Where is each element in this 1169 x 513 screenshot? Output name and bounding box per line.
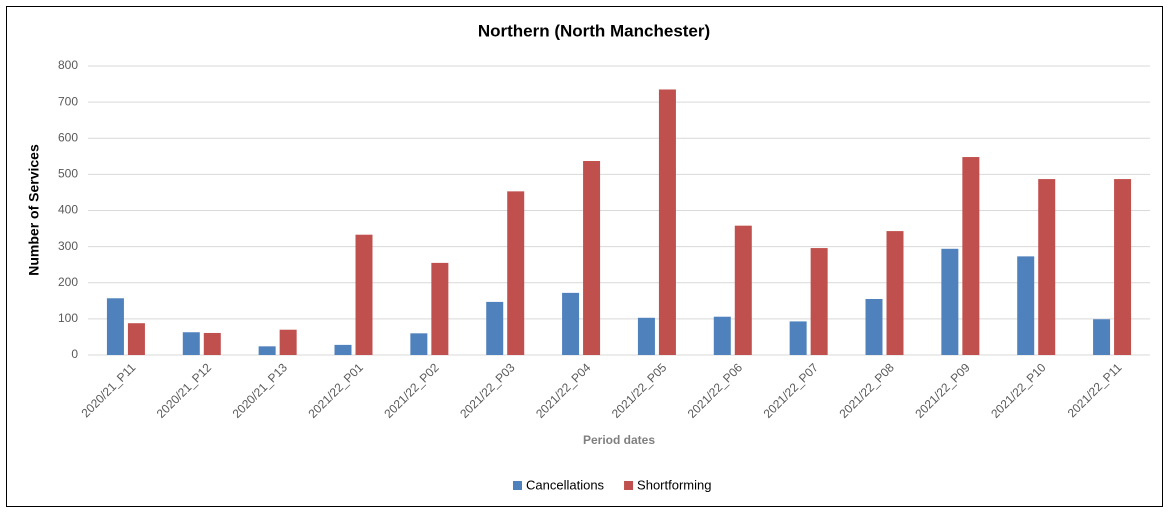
bar — [106, 298, 124, 355]
bar — [810, 248, 828, 355]
bar — [658, 89, 676, 355]
x-axis-label: Period dates — [583, 433, 655, 447]
bar — [713, 316, 731, 355]
bar — [334, 344, 352, 355]
legend-swatch — [624, 481, 634, 490]
bar — [486, 301, 504, 355]
bar — [941, 248, 959, 355]
y-tick-label: 200 — [58, 275, 78, 289]
legend-label: Cancellations — [526, 477, 605, 492]
bar — [734, 225, 752, 355]
bar — [583, 161, 601, 355]
bar — [1017, 256, 1035, 355]
bar — [279, 329, 297, 355]
bar — [789, 321, 807, 355]
y-tick-label: 0 — [71, 347, 78, 361]
bar — [410, 333, 428, 355]
bar — [562, 292, 580, 355]
bar — [886, 231, 904, 355]
bar — [431, 262, 449, 355]
bar — [507, 191, 525, 355]
bar — [962, 157, 980, 355]
legend-swatch — [513, 481, 522, 490]
bar — [1038, 179, 1056, 355]
bar — [1093, 319, 1111, 355]
y-tick-label: 400 — [58, 203, 78, 217]
y-axis-label: Number of Services — [26, 144, 42, 276]
bar — [127, 323, 145, 355]
y-tick-label: 700 — [58, 94, 78, 108]
bar — [865, 299, 883, 355]
bar — [182, 332, 200, 355]
chart-title: Northern (North Manchester) — [478, 21, 710, 40]
bar — [637, 317, 655, 355]
bar — [355, 234, 373, 355]
y-tick-label: 100 — [58, 311, 78, 325]
bar — [258, 346, 276, 355]
legend-label: Shortforming — [637, 477, 711, 492]
y-tick-label: 500 — [58, 167, 78, 181]
y-tick-label: 600 — [58, 130, 78, 144]
bar — [203, 332, 221, 355]
y-tick-label: 800 — [58, 58, 78, 72]
y-tick-label: 300 — [58, 239, 78, 253]
bar — [1114, 179, 1132, 355]
